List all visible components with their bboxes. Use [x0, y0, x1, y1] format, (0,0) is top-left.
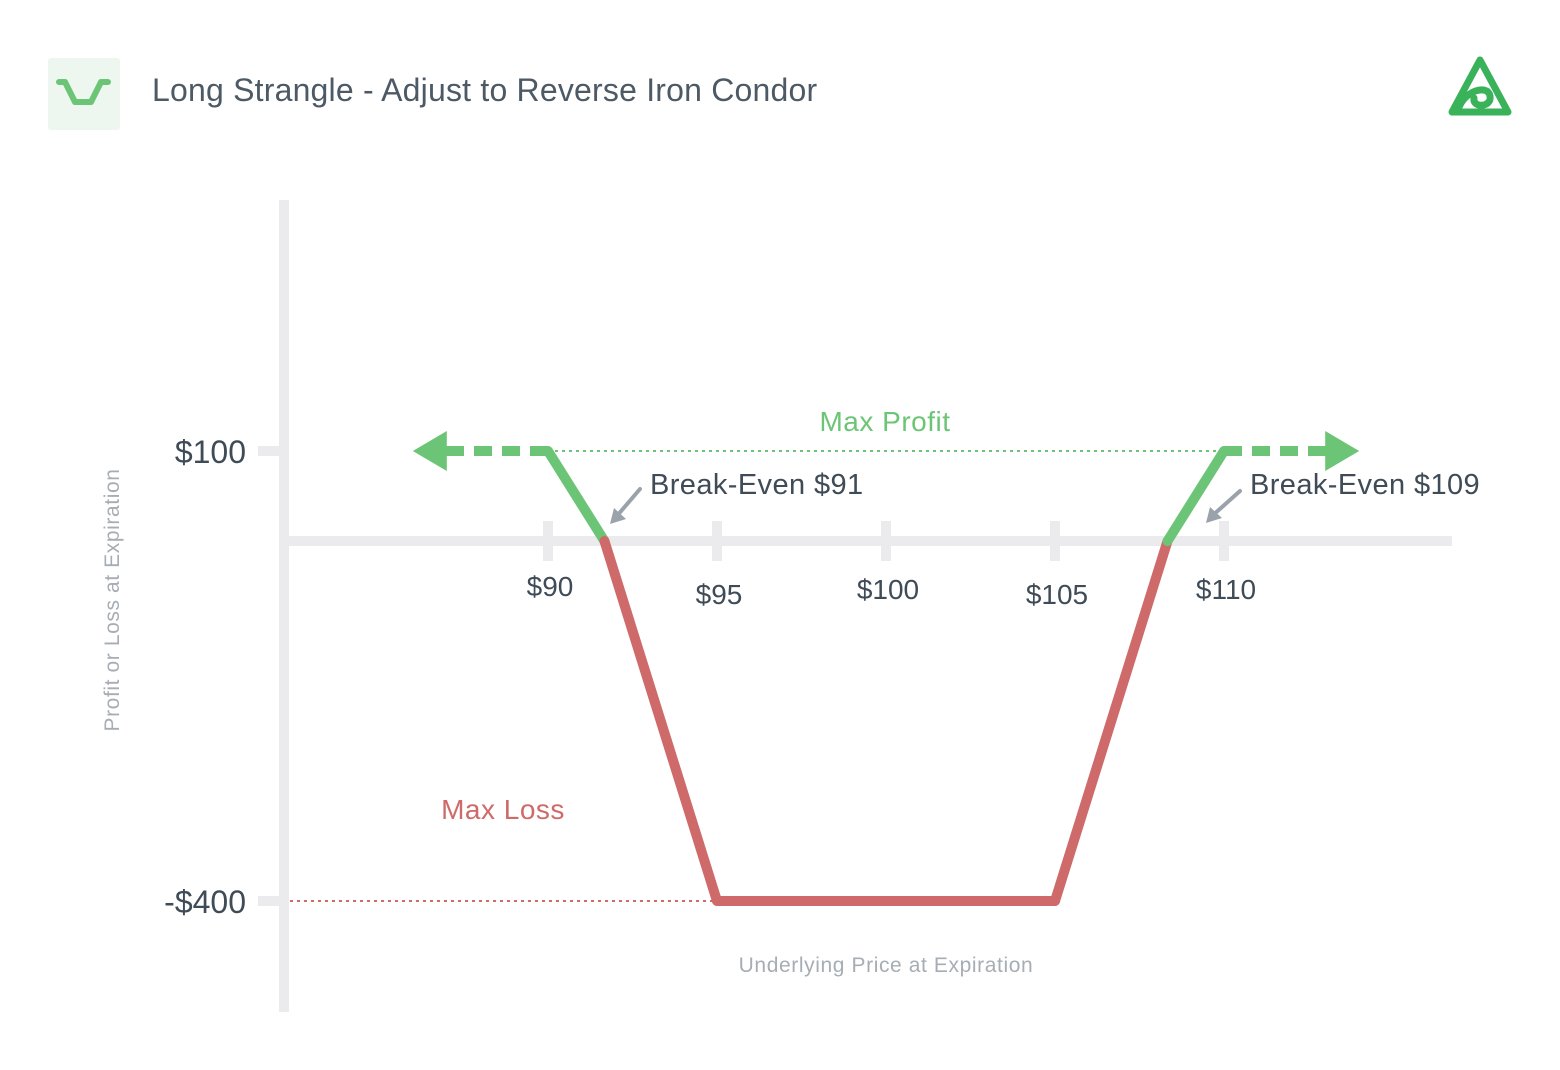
x-tick-label: $110 [1196, 574, 1256, 605]
max-profit-label: Max Profit [819, 406, 950, 437]
break-even-high-label: Break-Even $109 [1250, 469, 1480, 501]
strangle-payoff-icon [56, 79, 111, 105]
brand-logo-icon [1444, 54, 1516, 125]
x-tick-label: $95 [696, 579, 743, 610]
payoff-profit-segment [543, 446, 610, 546]
payoff-loss-segment [599, 536, 722, 906]
y-axis-title: Profit or Loss at Expiration [101, 468, 124, 731]
right-arrow-icon [1325, 431, 1360, 471]
payoff-profit-segment [1162, 446, 1229, 546]
y-tick-label: $100 [175, 434, 246, 470]
x-tick-label: $105 [1026, 579, 1088, 610]
x-axis-title: Underlying Price at Expiration [739, 954, 1034, 977]
payoff-loss-segment [1050, 536, 1173, 906]
strategy-icon-box [48, 58, 120, 130]
left-arrow-icon [412, 431, 447, 471]
x-tick-label: $90 [527, 571, 574, 602]
y-tick-label: -$400 [164, 884, 246, 920]
x-tick-label: $100 [857, 574, 919, 605]
max-loss-label: Max Loss [441, 794, 565, 825]
break-even-high-pointer-icon [1206, 489, 1242, 523]
page-title: Long Strangle - Adjust to Reverse Iron C… [152, 72, 818, 108]
break-even-low-label: Break-Even $91 [650, 469, 864, 501]
break-even-low-pointer-icon [610, 487, 642, 524]
